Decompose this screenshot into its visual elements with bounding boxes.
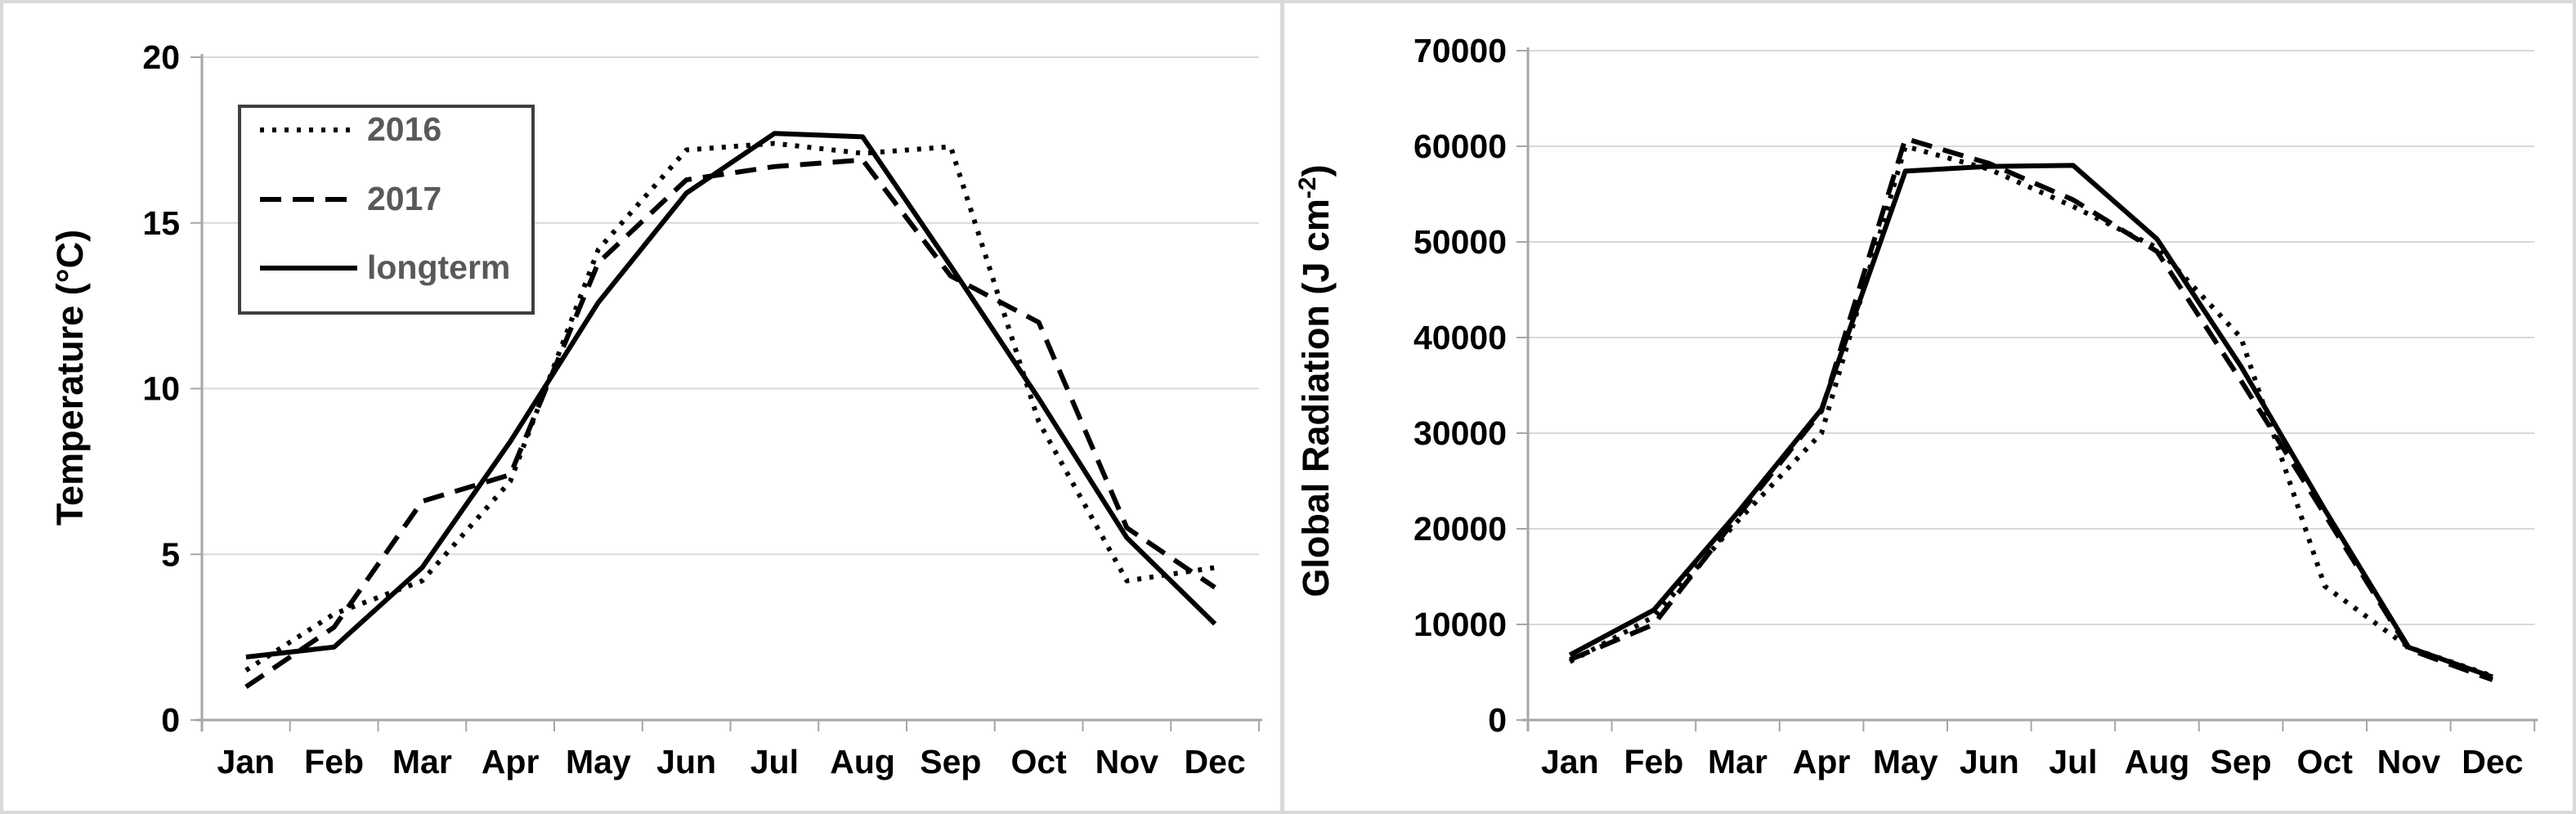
x-tick-label: Feb	[1624, 743, 1683, 780]
y-tick-label: 10	[142, 370, 180, 408]
x-tick-label: Aug	[2125, 743, 2190, 780]
panel-divider	[1280, 3, 1284, 811]
x-tick-label: Jan	[1541, 743, 1599, 780]
y-tick-label: 60000	[1413, 127, 1507, 165]
series-line-2017	[244, 157, 1216, 689]
y-axis-title: Global Radiation (J cm-2)	[1294, 164, 1337, 597]
x-tick-label: Feb	[304, 743, 364, 780]
y-tick-label: 5	[161, 535, 180, 573]
series-line-longterm	[245, 131, 1217, 660]
x-tick-label: Jan	[217, 743, 276, 780]
legend-label-2016: 2016	[367, 110, 441, 148]
y-tick-label: 20	[142, 38, 180, 76]
legend-label-longterm: longterm	[367, 248, 510, 286]
x-tick-label: Dec	[2462, 743, 2523, 780]
y-tick-label: 50000	[1413, 223, 1507, 261]
y-axis-title: Temperature (°C)	[49, 230, 91, 526]
x-tick-label: Nov	[1095, 743, 1159, 780]
series-line-longterm	[1568, 163, 2493, 680]
x-tick-label: Aug	[830, 743, 895, 780]
x-tick-label: Jun	[1960, 743, 2019, 780]
x-tick-label: Dec	[1185, 743, 1246, 780]
y-tick-label: 40000	[1413, 319, 1507, 356]
y-tick-label: 30000	[1413, 414, 1507, 452]
x-tick-label: Oct	[1010, 743, 1067, 780]
panel-temperature: 0 5 10 15 20 Jan Feb Mar Apr May Jun Jul Aug Sep Oct No…	[3, 3, 1280, 811]
legend-label-2017: 2017	[367, 180, 441, 217]
y-tick-label: 15	[142, 204, 180, 242]
y-tick-label: 0	[161, 701, 180, 739]
x-tick-label: Jul	[2049, 743, 2097, 780]
series-line-2016	[1568, 144, 2493, 679]
y-tick-label: 10000	[1413, 606, 1507, 643]
x-tick-label: Oct	[2297, 743, 2354, 780]
series-line-2017	[1569, 136, 2493, 682]
x-tick-label: Apr	[1793, 743, 1851, 780]
x-tick-label: Mar	[392, 743, 452, 780]
x-tick-label: Apr	[482, 743, 540, 780]
y-tick-label: 70000	[1413, 32, 1507, 69]
x-tick-label: Sep	[920, 743, 981, 780]
radiation-chart: 0 10000 20000 30000 40000 50000 60000 70000 Jan F…	[1294, 32, 2538, 780]
x-tick-label: Sep	[2210, 743, 2271, 780]
x-tick-label: Nov	[2377, 743, 2441, 780]
x-tick-label: May	[1873, 743, 1938, 780]
x-tick-label: Mar	[1708, 743, 1767, 780]
y-tick-label: 20000	[1413, 510, 1507, 548]
x-tick-label: May	[566, 743, 631, 780]
x-tick-label: Jul	[750, 743, 799, 780]
panel-radiation: 0 10000 20000 30000 40000 50000 60000 70000 Jan F…	[1284, 3, 2572, 811]
legend-box	[238, 105, 535, 315]
y-tick-label: 0	[1488, 701, 1507, 739]
x-tick-label: Jun	[656, 743, 716, 780]
temperature-chart: 0 5 10 15 20 Jan Feb Mar Apr May Jun Jul Aug Sep Oct No…	[49, 38, 1262, 780]
